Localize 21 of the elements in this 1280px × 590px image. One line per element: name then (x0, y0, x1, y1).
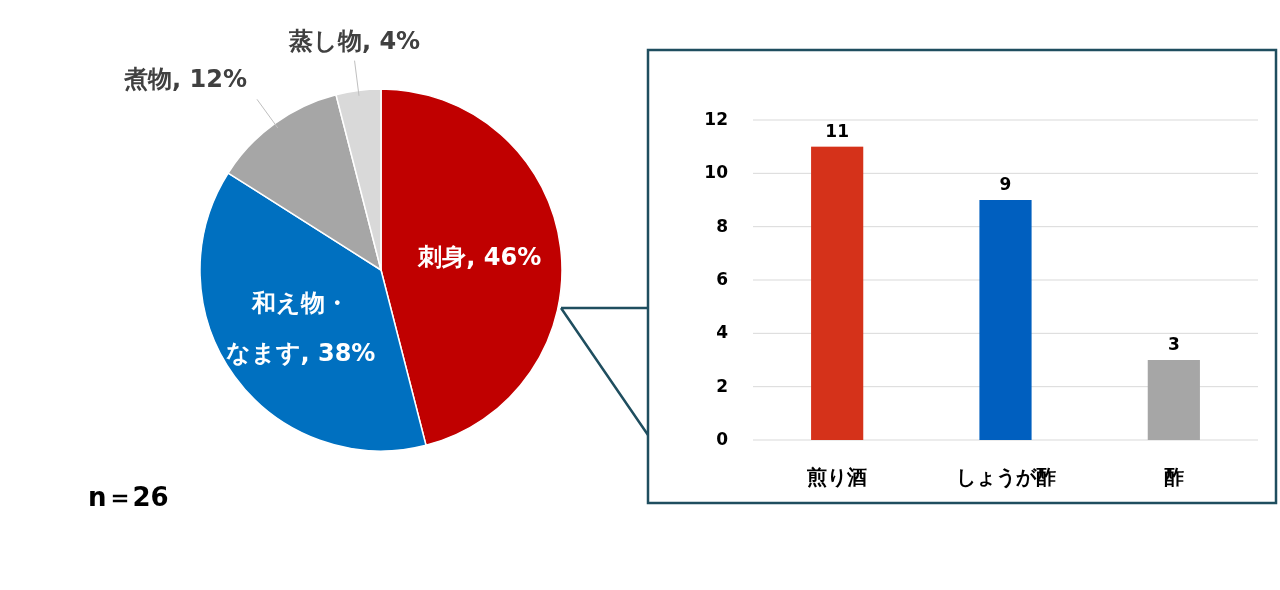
slice-label: 刺身, 46% (417, 242, 542, 271)
y-tick-label: 12 (704, 109, 728, 129)
y-tick-label: 2 (716, 375, 728, 396)
y-tick-label: 0 (716, 429, 729, 449)
x-tick-label: 煎り酒 (806, 465, 868, 489)
y-tick-label: 8 (716, 215, 728, 236)
data-label: 3 (1167, 334, 1180, 354)
text: n＝26 (88, 482, 169, 512)
data-label: 11 (825, 120, 849, 141)
data-label: 9 (999, 174, 1012, 194)
x-tick-label: しょうが酢 (955, 465, 1056, 489)
bar (1147, 360, 1200, 440)
slice-label: 和え物・なます, 38% (225, 288, 376, 367)
y-tick-label: 6 (716, 269, 728, 289)
x-tick-label: 酢 (1163, 465, 1184, 489)
y-tick-label: 10 (704, 162, 729, 183)
y-tick-label: 4 (716, 322, 729, 343)
slice-label: 蒸し物, 4% (287, 26, 421, 55)
bar (979, 200, 1032, 440)
slice-label: 煮物, 12% (123, 65, 247, 94)
bar (811, 146, 864, 440)
